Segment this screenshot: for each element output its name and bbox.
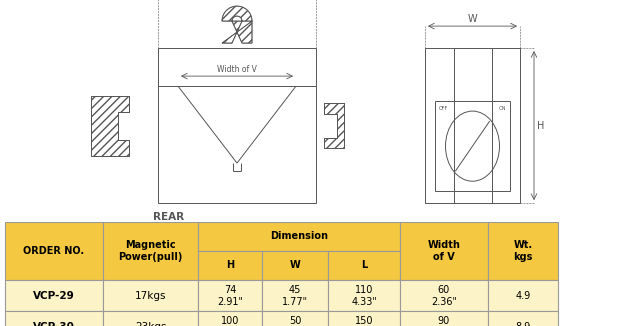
Text: Magnetic
Power(pull): Magnetic Power(pull) xyxy=(118,240,183,262)
Bar xyxy=(400,280,488,311)
Bar xyxy=(488,311,558,326)
Ellipse shape xyxy=(446,111,500,181)
Text: VCP-30: VCP-30 xyxy=(33,322,75,326)
Bar xyxy=(198,311,262,326)
Text: 50
1.97": 50 1.97" xyxy=(282,316,308,326)
Text: 4.9: 4.9 xyxy=(515,291,531,301)
Text: 150
5.91": 150 5.91" xyxy=(351,316,377,326)
Text: 17kgs: 17kgs xyxy=(135,291,166,301)
Text: L: L xyxy=(361,260,367,271)
Text: ON: ON xyxy=(498,106,506,111)
Polygon shape xyxy=(324,103,344,148)
Text: 90
3.54": 90 3.54" xyxy=(431,316,457,326)
Bar xyxy=(435,101,510,191)
Text: Width of V: Width of V xyxy=(217,65,257,74)
Text: ORDER NO.: ORDER NO. xyxy=(24,246,84,256)
Bar xyxy=(425,48,520,203)
Bar xyxy=(198,222,400,251)
Polygon shape xyxy=(222,6,252,43)
Text: W: W xyxy=(467,14,477,24)
Bar xyxy=(262,311,328,326)
Bar xyxy=(328,311,400,326)
Bar xyxy=(488,280,558,311)
Bar xyxy=(262,251,328,280)
Text: 45
1.77": 45 1.77" xyxy=(282,285,308,306)
Bar xyxy=(328,251,400,280)
Text: OFF: OFF xyxy=(439,106,448,111)
Text: W: W xyxy=(290,260,300,271)
Text: 100
3.94": 100 3.94" xyxy=(217,316,243,326)
Bar xyxy=(328,280,400,311)
Text: 60
2.36": 60 2.36" xyxy=(431,285,457,306)
Bar xyxy=(5,222,103,280)
Bar xyxy=(198,251,262,280)
Text: 74
2.91": 74 2.91" xyxy=(217,285,243,306)
Bar xyxy=(103,222,198,280)
Text: Wt.
kgs: Wt. kgs xyxy=(513,240,533,262)
Bar xyxy=(198,280,262,311)
Text: 23kgs: 23kgs xyxy=(135,322,166,326)
Bar xyxy=(488,222,558,280)
Text: Dimension: Dimension xyxy=(270,231,328,241)
Bar xyxy=(5,280,103,311)
Text: H: H xyxy=(226,260,234,271)
Bar xyxy=(5,311,103,326)
Bar xyxy=(400,222,488,280)
Text: 8.9: 8.9 xyxy=(515,322,531,326)
Text: 110
4.33": 110 4.33" xyxy=(351,285,377,306)
Text: H: H xyxy=(537,121,544,131)
Bar xyxy=(262,280,328,311)
Text: REAR: REAR xyxy=(153,212,184,222)
Bar xyxy=(103,280,198,311)
Bar xyxy=(158,48,316,203)
Text: VCP-29: VCP-29 xyxy=(33,291,75,301)
Bar xyxy=(103,311,198,326)
Polygon shape xyxy=(91,96,129,156)
Bar xyxy=(400,311,488,326)
Text: Width
of V: Width of V xyxy=(428,240,461,262)
